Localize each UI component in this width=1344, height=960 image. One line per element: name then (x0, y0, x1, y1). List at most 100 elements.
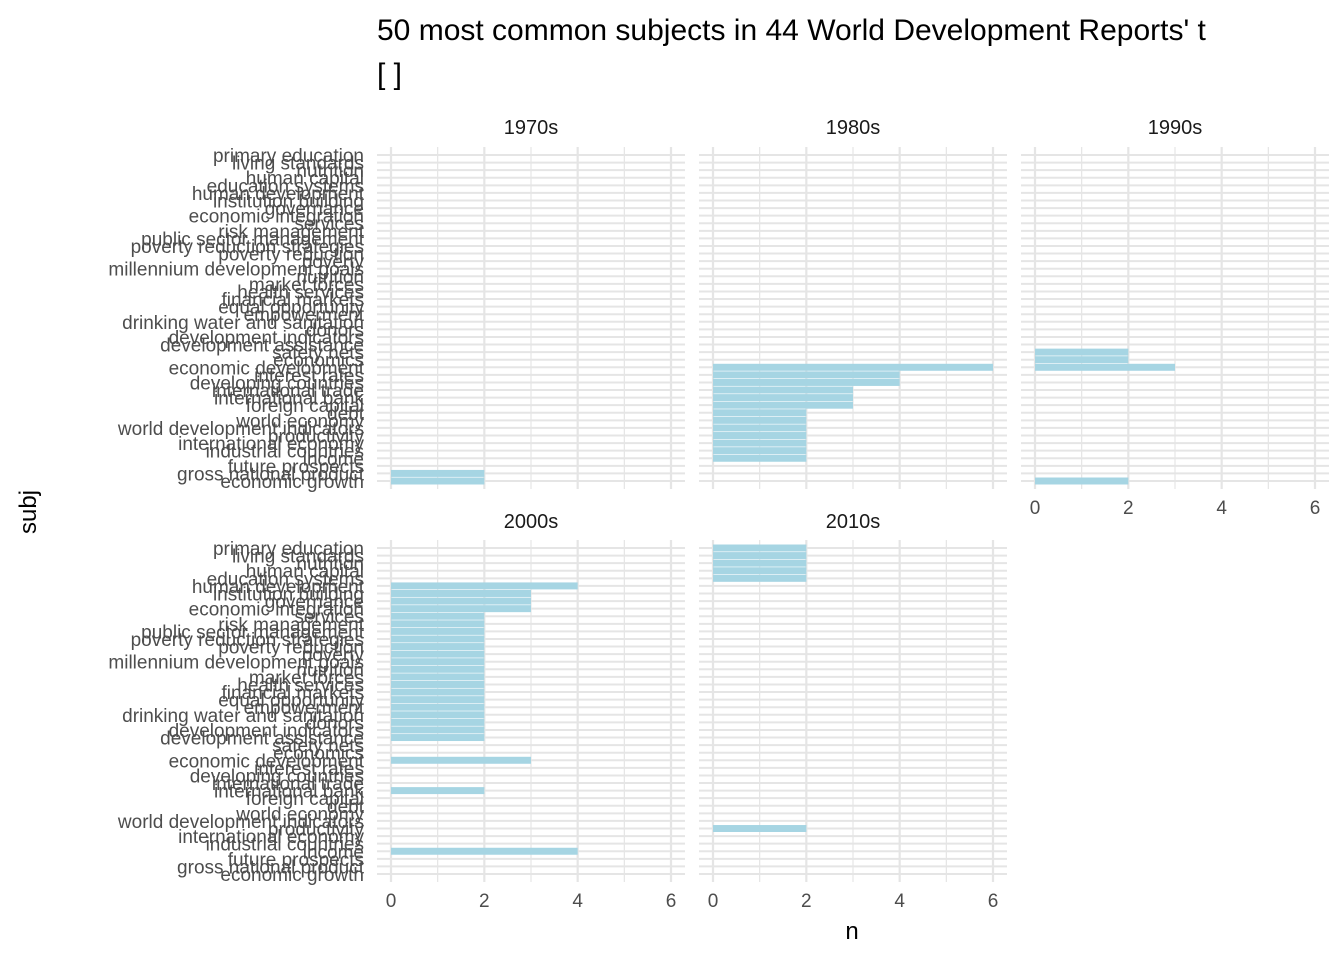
bar (391, 847, 578, 855)
bar (713, 544, 807, 552)
y-tick-label: productivity (268, 427, 365, 448)
bar (391, 688, 485, 696)
y-tick-label: donors (306, 320, 364, 341)
bar (713, 454, 807, 462)
bar (1035, 348, 1129, 356)
y-tick-label: drinking water and sanitation (122, 313, 364, 334)
x-tick-label: 6 (988, 891, 999, 912)
y-tick-label: world development indicators (117, 419, 364, 440)
y-tick-label: economic development (169, 358, 365, 379)
y-tick-label: productivity (268, 820, 365, 841)
y-tick-label: education systems (207, 176, 364, 197)
bar (391, 787, 485, 795)
y-tick-label: industrial countries (206, 442, 364, 463)
y-tick-label: debt (327, 797, 365, 818)
bar (391, 590, 531, 597)
bar (713, 567, 807, 575)
bar (713, 386, 853, 394)
y-tick-label: empowerment (244, 305, 365, 326)
y-tick-label: health services (237, 282, 364, 303)
bar (391, 469, 485, 477)
y-tick-label: public sector management (141, 622, 365, 643)
bar (391, 696, 485, 704)
y-tick-label: developing countries (190, 373, 364, 394)
y-tick-label: millennium development goals (108, 653, 364, 674)
y-tick-label: education systems (207, 569, 364, 590)
bar (391, 673, 485, 681)
y-tick-label: economic development (169, 751, 365, 772)
y-tick-label: world development indicators (117, 812, 364, 833)
y-tick-label: foreign capital (246, 789, 364, 810)
y-tick-label: human capital (246, 562, 364, 583)
bar (391, 680, 485, 688)
y-tick-label: donors (306, 713, 364, 734)
y-tick-label: development assistance (160, 336, 364, 357)
y-tick-label: safety nets (272, 343, 364, 364)
y-tick-label: primary education (213, 539, 364, 560)
y-tick-label: market forces (249, 275, 364, 296)
y-tick-label: nutrition (296, 161, 364, 182)
y-tick-label: governance (265, 592, 364, 613)
bar (713, 439, 807, 447)
bar (713, 552, 807, 560)
y-tick-label: human capital (246, 169, 364, 190)
y-tick-label: risk management (218, 615, 364, 636)
y-tick-label: nutrition (296, 267, 364, 288)
bar (391, 703, 485, 711)
y-tick-label: equal opportunity (218, 691, 364, 712)
y-tick-label: income (303, 449, 364, 470)
y-tick-label: human development (192, 184, 365, 205)
facet-strip-label: 1970s (504, 117, 559, 139)
bar (391, 612, 485, 620)
bar (713, 394, 853, 402)
bar (1035, 477, 1129, 485)
x-tick-label: 4 (572, 891, 583, 912)
y-tick-label: international economy (178, 434, 364, 455)
y-axis-title: subj (15, 490, 42, 534)
y-tick-label: empowerment (244, 698, 365, 719)
y-tick-label: millennium development goals (108, 260, 364, 281)
facet-strip-label: 2000s (504, 511, 559, 533)
y-tick-label: foreign capital (246, 396, 364, 417)
bar (391, 597, 531, 605)
bar (391, 635, 485, 643)
bar (713, 559, 807, 567)
y-tick-label: economic integration (189, 600, 364, 621)
x-tick-label: 2 (801, 891, 812, 912)
bar (391, 477, 485, 485)
bar (713, 825, 807, 832)
y-tick-label: development indicators (169, 721, 364, 742)
y-tick-label: nutrition (296, 554, 364, 575)
bar (391, 711, 485, 719)
bar (713, 447, 807, 455)
y-tick-label: safety nets (272, 736, 364, 757)
y-tick-label: financial markets (221, 290, 364, 311)
bar (391, 582, 578, 590)
chart-subtitle: [ ] (377, 58, 402, 91)
y-tick-label: gross national product (177, 857, 365, 878)
bar (713, 371, 900, 379)
bar (713, 401, 853, 409)
y-tick-label: international economy (178, 827, 364, 848)
y-tick-label: gross national product (177, 464, 365, 485)
y-tick-label: interest rates (254, 366, 364, 387)
bar (713, 424, 807, 432)
x-tick-label: 4 (894, 891, 905, 912)
bar (713, 363, 993, 371)
y-tick-label: international bank (214, 782, 364, 803)
facet-panel: 2010s 0 2 4 6 (699, 511, 1007, 912)
facet-strip-label: 1990s (1148, 117, 1203, 139)
y-tick-label: poverty (302, 252, 365, 273)
x-tick-label: 6 (666, 891, 677, 912)
y-tick-label: developing countries (190, 766, 364, 787)
bar (713, 416, 807, 424)
y-tick-label: institution building (213, 584, 364, 605)
y-tick-label: institution building (213, 191, 364, 212)
bar (713, 574, 807, 582)
y-tick-label: services (294, 607, 364, 628)
x-tick-label: 6 (1310, 498, 1321, 519)
y-tick-label: poverty reduction strategies (131, 630, 364, 651)
x-tick-label: 2 (1123, 498, 1134, 519)
